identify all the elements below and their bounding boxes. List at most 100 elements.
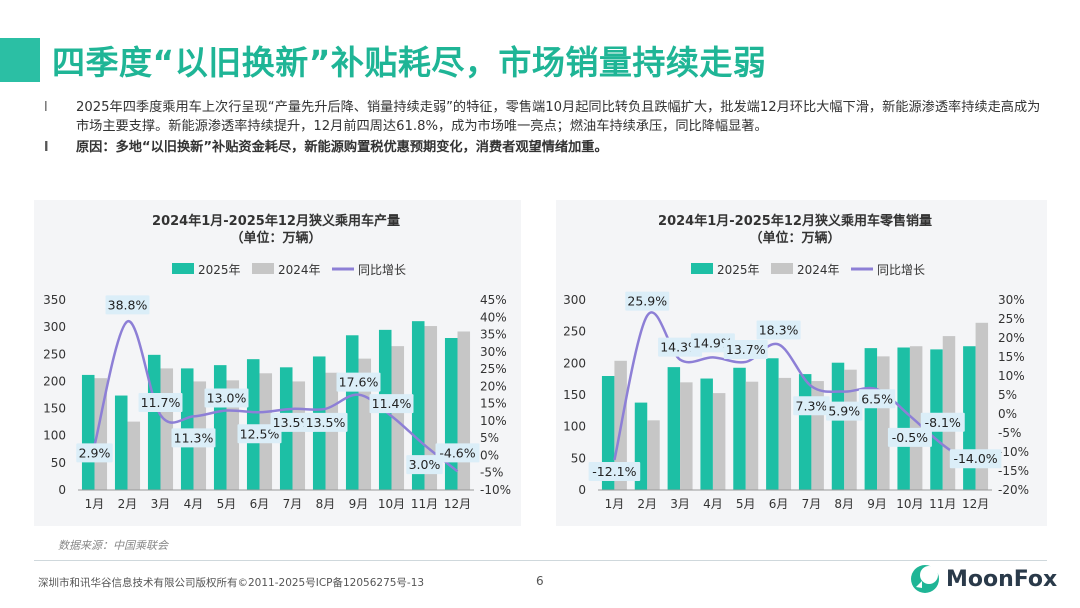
yoy-growth-line	[613, 311, 977, 469]
data-label-bg	[949, 449, 1002, 469]
x-tick-label: 11月	[411, 497, 438, 511]
data-label-bg	[756, 320, 801, 340]
bar-2025	[147, 354, 161, 490]
y-tick-label: 0	[58, 483, 66, 497]
bar-2024	[680, 382, 693, 490]
x-tick-label: 9月	[349, 497, 369, 511]
legend-swatch	[691, 263, 713, 274]
data-label-bg	[625, 291, 670, 311]
y2-tick-label: 40%	[480, 310, 507, 324]
legend-swatch	[172, 263, 194, 274]
x-tick-label: 4月	[184, 497, 204, 511]
bar-2024	[877, 356, 890, 490]
data-label-bg	[171, 428, 216, 448]
y-tick-label: 200	[563, 356, 586, 370]
bar-2024	[778, 377, 792, 490]
y2-tick-label: 25%	[480, 362, 507, 376]
bar-2025	[81, 374, 95, 490]
bar-2024	[391, 346, 405, 490]
x-tick-label: 6月	[769, 497, 789, 511]
y2-tick-label: -10%	[480, 483, 511, 497]
data-label: -14.0%	[953, 451, 997, 466]
bar-2024	[160, 368, 174, 490]
y-tick-label: 350	[43, 293, 66, 307]
bullet-marker: l	[44, 100, 48, 115]
page-number: 6	[536, 574, 544, 588]
data-label: -12.1%	[592, 464, 636, 479]
data-label: 5.9%	[828, 404, 860, 419]
bar-2024	[745, 381, 759, 490]
production-chart: 2024年1月-2025年12月狭义乘用车产量（单位：万辆） 2025年 2024年…	[43, 213, 511, 511]
data-label-bg	[406, 455, 443, 475]
bullet-item: l 原因：多地“以旧换新”补贴资金耗尽，新能源购置税优惠预期变化，消费者观望情绪…	[40, 138, 1050, 157]
bar-2025	[700, 378, 713, 490]
data-label-bg	[204, 388, 249, 408]
x-tick-label: 1月	[85, 497, 105, 511]
retail-sales-chart: 2024年1月-2025年12月狭义乘用车零售销量（单位：万辆） 2025年 202…	[563, 213, 1029, 511]
data-label-bg	[303, 412, 348, 432]
data-label: -4.6%	[439, 445, 475, 460]
x-tick-label: 7月	[283, 497, 303, 511]
y-tick-label: 150	[563, 388, 586, 402]
bar-2025	[114, 395, 128, 490]
x-tick-label: 2月	[637, 497, 657, 511]
footer-divider	[34, 560, 1047, 561]
y2-tick-label: -20%	[998, 483, 1029, 497]
y-tick-label: 100	[43, 429, 66, 443]
copyright-footer: 深圳市和讯华谷信息技术有限公司版权所有©2011-2025号ICP备120562…	[38, 577, 425, 589]
data-label: 11.3%	[174, 430, 214, 445]
legend-label: 2025年	[717, 263, 760, 277]
summary-bullets: l 2025年四季度乘用车上次行呈现“产量先升后降、销量持续走弱”的特征，零售端…	[40, 98, 1050, 159]
y-tick-label: 50	[51, 456, 66, 470]
bar-2025	[213, 365, 227, 490]
data-label: 17.6%	[339, 375, 379, 390]
y2-tick-label: 15%	[998, 350, 1025, 364]
legend-swatch	[771, 263, 793, 274]
bar-2025	[601, 376, 615, 490]
x-tick-label: 8月	[834, 497, 854, 511]
page-title: 四季度“以旧换新”补贴耗尽，市场销量持续走弱	[52, 43, 767, 82]
bar-2025	[667, 367, 681, 490]
data-label: 2.9%	[79, 445, 111, 460]
legend-label: 同比增长	[877, 263, 925, 277]
yoy-growth-line	[93, 320, 459, 473]
data-label-bg	[435, 443, 480, 463]
x-tick-label: 5月	[217, 497, 237, 511]
y-tick-label: 50	[571, 451, 586, 465]
data-label-bg	[920, 412, 965, 432]
x-tick-label: 9月	[867, 497, 887, 511]
data-label: 14.3%	[660, 340, 700, 355]
y2-tick-label: -15%	[998, 464, 1029, 478]
data-label: 3.0%	[409, 457, 441, 472]
legend-label: 2025年	[198, 263, 241, 277]
data-label: 13.0%	[207, 391, 247, 406]
y2-tick-label: 30%	[480, 345, 507, 359]
bar-2025	[798, 374, 812, 490]
x-tick-label: 10月	[378, 497, 405, 511]
moonfox-logo-icon	[911, 565, 939, 593]
bullet-item: l 2025年四季度乘用车上次行呈现“产量先升后降、销量持续走弱”的特征，零售端…	[40, 98, 1050, 136]
bar-2024	[292, 381, 306, 490]
bar-2024	[226, 380, 240, 490]
legend-swatch	[252, 263, 274, 274]
data-source: 数据来源：中国乘联会	[58, 539, 168, 552]
y2-tick-label: 15%	[480, 397, 507, 411]
data-label-bg	[105, 295, 150, 315]
bar-2024	[127, 421, 141, 490]
chart-title: 2024年1月-2025年12月狭义乘用车产量	[152, 213, 400, 229]
x-tick-label: 3月	[670, 497, 690, 511]
bullet-text: 2025年四季度乘用车上次行呈现“产量先升后降、销量持续走弱”的特征，零售端10…	[76, 100, 1041, 134]
bar-2024	[457, 331, 471, 490]
bar-2024	[712, 393, 726, 490]
y-tick-label: 250	[43, 347, 66, 361]
y2-tick-label: -10%	[998, 445, 1029, 459]
data-label-bg	[76, 443, 113, 463]
chart-title: 2024年1月-2025年12月狭义乘用车零售销量	[658, 213, 932, 229]
bar-2024	[909, 346, 923, 490]
y-tick-label: 0	[578, 483, 586, 497]
retail-sales-chart-panel: 2024年1月-2025年12月狭义乘用车零售销量 （单位：万辆） 2025年 202…	[556, 200, 1047, 526]
data-label: 12.5%	[240, 426, 280, 441]
y-tick-label: 100	[563, 420, 586, 434]
data-label: 14.9%	[693, 335, 733, 350]
y-tick-label: 300	[563, 293, 586, 307]
